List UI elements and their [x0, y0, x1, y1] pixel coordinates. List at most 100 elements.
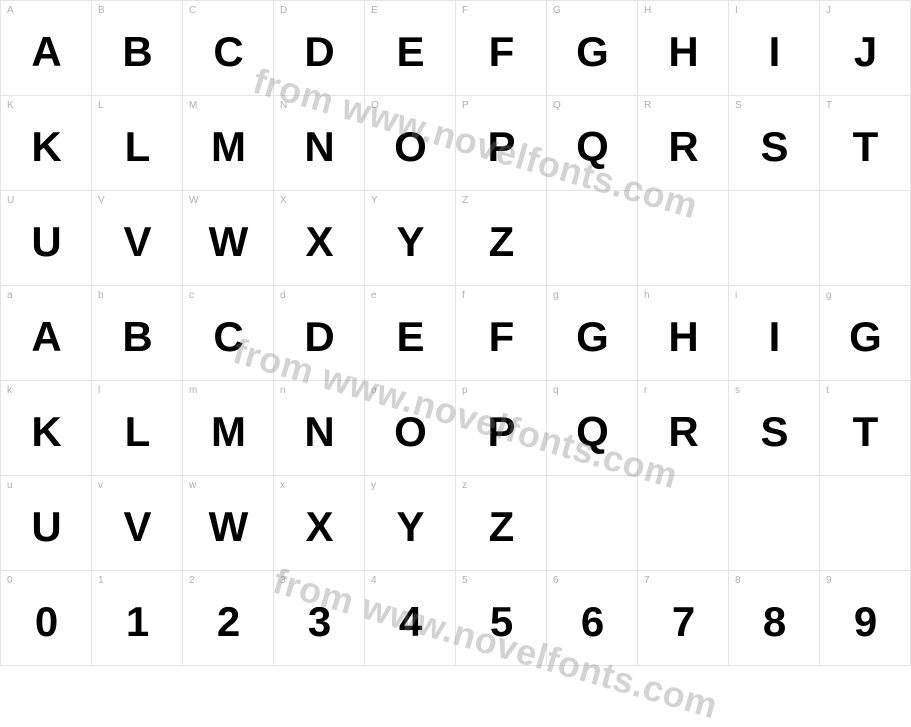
cell-label: n — [280, 385, 286, 396]
cell-glyph: W — [209, 218, 248, 266]
glyph-cell: gG — [820, 286, 911, 381]
glyph-cell: TT — [820, 96, 911, 191]
cell-label: 8 — [735, 575, 741, 586]
cell-glyph: R — [668, 408, 697, 456]
cell-glyph: G — [849, 313, 881, 361]
glyph-cell: RR — [638, 96, 729, 191]
cell-label: q — [553, 385, 559, 396]
glyph-cell: 22 — [183, 571, 274, 666]
cell-label: R — [644, 100, 651, 111]
glyph-cell: gG — [547, 286, 638, 381]
glyph-cell: XX — [274, 191, 365, 286]
cell-label: y — [371, 480, 376, 491]
cell-glyph: 9 — [854, 598, 876, 646]
glyph-cell — [729, 191, 820, 286]
glyph-cell — [820, 191, 911, 286]
glyph-cell — [820, 476, 911, 571]
glyph-cell: ZZ — [456, 191, 547, 286]
cell-label: Q — [553, 100, 561, 111]
glyph-cell — [547, 191, 638, 286]
cell-glyph: Z — [489, 218, 514, 266]
cell-glyph: G — [576, 313, 608, 361]
cell-glyph: X — [305, 503, 332, 551]
glyph-cell: BB — [92, 1, 183, 96]
cell-label: p — [462, 385, 468, 396]
glyph-cell: zZ — [456, 476, 547, 571]
glyph-cell: lL — [92, 381, 183, 476]
cell-glyph: M — [211, 123, 245, 171]
cell-label: Z — [462, 195, 468, 206]
cell-glyph: O — [394, 123, 426, 171]
glyph-cell: EE — [365, 1, 456, 96]
glyph-cell: wW — [183, 476, 274, 571]
cell-glyph: P — [487, 408, 514, 456]
glyph-cell: FF — [456, 1, 547, 96]
cell-glyph: A — [31, 313, 60, 361]
glyph-cell: 44 — [365, 571, 456, 666]
cell-glyph: D — [304, 28, 333, 76]
cell-glyph: Y — [396, 503, 423, 551]
cell-label: d — [280, 290, 286, 301]
cell-glyph: H — [668, 28, 697, 76]
cell-glyph: 1 — [126, 598, 148, 646]
glyph-cell: AA — [1, 1, 92, 96]
cell-label: E — [371, 5, 378, 16]
cell-label: f — [462, 290, 465, 301]
cell-label: F — [462, 5, 468, 16]
cell-glyph: E — [396, 313, 423, 361]
glyph-cell: GG — [547, 1, 638, 96]
cell-label: 0 — [7, 575, 13, 586]
glyph-cell: cC — [183, 286, 274, 381]
cell-glyph: L — [125, 123, 150, 171]
glyph-cell: dD — [274, 286, 365, 381]
cell-label: A — [7, 5, 14, 16]
glyph-cell: KK — [1, 96, 92, 191]
cell-glyph: B — [122, 28, 151, 76]
glyph-cell: VV — [92, 191, 183, 286]
cell-glyph: L — [125, 408, 150, 456]
cell-glyph: 2 — [217, 598, 239, 646]
cell-glyph: I — [769, 313, 780, 361]
cell-label: v — [98, 480, 103, 491]
cell-glyph: C — [213, 28, 242, 76]
cell-glyph: R — [668, 123, 697, 171]
glyph-cell — [729, 476, 820, 571]
cell-glyph: 4 — [399, 598, 421, 646]
cell-glyph: N — [304, 123, 333, 171]
cell-label: e — [371, 290, 377, 301]
glyph-cell: SS — [729, 96, 820, 191]
cell-label: M — [189, 100, 197, 111]
cell-glyph: U — [31, 503, 60, 551]
cell-glyph: W — [209, 503, 248, 551]
glyph-cell: DD — [274, 1, 365, 96]
glyph-cell: 33 — [274, 571, 365, 666]
cell-label: N — [280, 100, 287, 111]
cell-glyph: Y — [396, 218, 423, 266]
glyph-cell: aA — [1, 286, 92, 381]
cell-glyph: 0 — [35, 598, 57, 646]
cell-glyph: 8 — [763, 598, 785, 646]
cell-label: D — [280, 5, 287, 16]
cell-label: m — [189, 385, 197, 396]
cell-glyph: 5 — [490, 598, 512, 646]
cell-label: k — [7, 385, 12, 396]
cell-label: w — [189, 480, 196, 491]
cell-label: 4 — [371, 575, 377, 586]
cell-label: V — [98, 195, 105, 206]
cell-glyph: V — [123, 218, 150, 266]
cell-label: g — [826, 290, 832, 301]
glyph-cell: 66 — [547, 571, 638, 666]
glyph-cell: 88 — [729, 571, 820, 666]
glyph-cell: WW — [183, 191, 274, 286]
cell-glyph: C — [213, 313, 242, 361]
glyph-cell: 00 — [1, 571, 92, 666]
cell-glyph: F — [489, 28, 514, 76]
glyph-cell: fF — [456, 286, 547, 381]
cell-label: U — [7, 195, 14, 206]
cell-label: t — [826, 385, 829, 396]
cell-label: l — [98, 385, 100, 396]
cell-label: G — [553, 5, 561, 16]
cell-glyph: S — [760, 408, 787, 456]
cell-label: T — [826, 100, 832, 111]
glyph-cell: mM — [183, 381, 274, 476]
